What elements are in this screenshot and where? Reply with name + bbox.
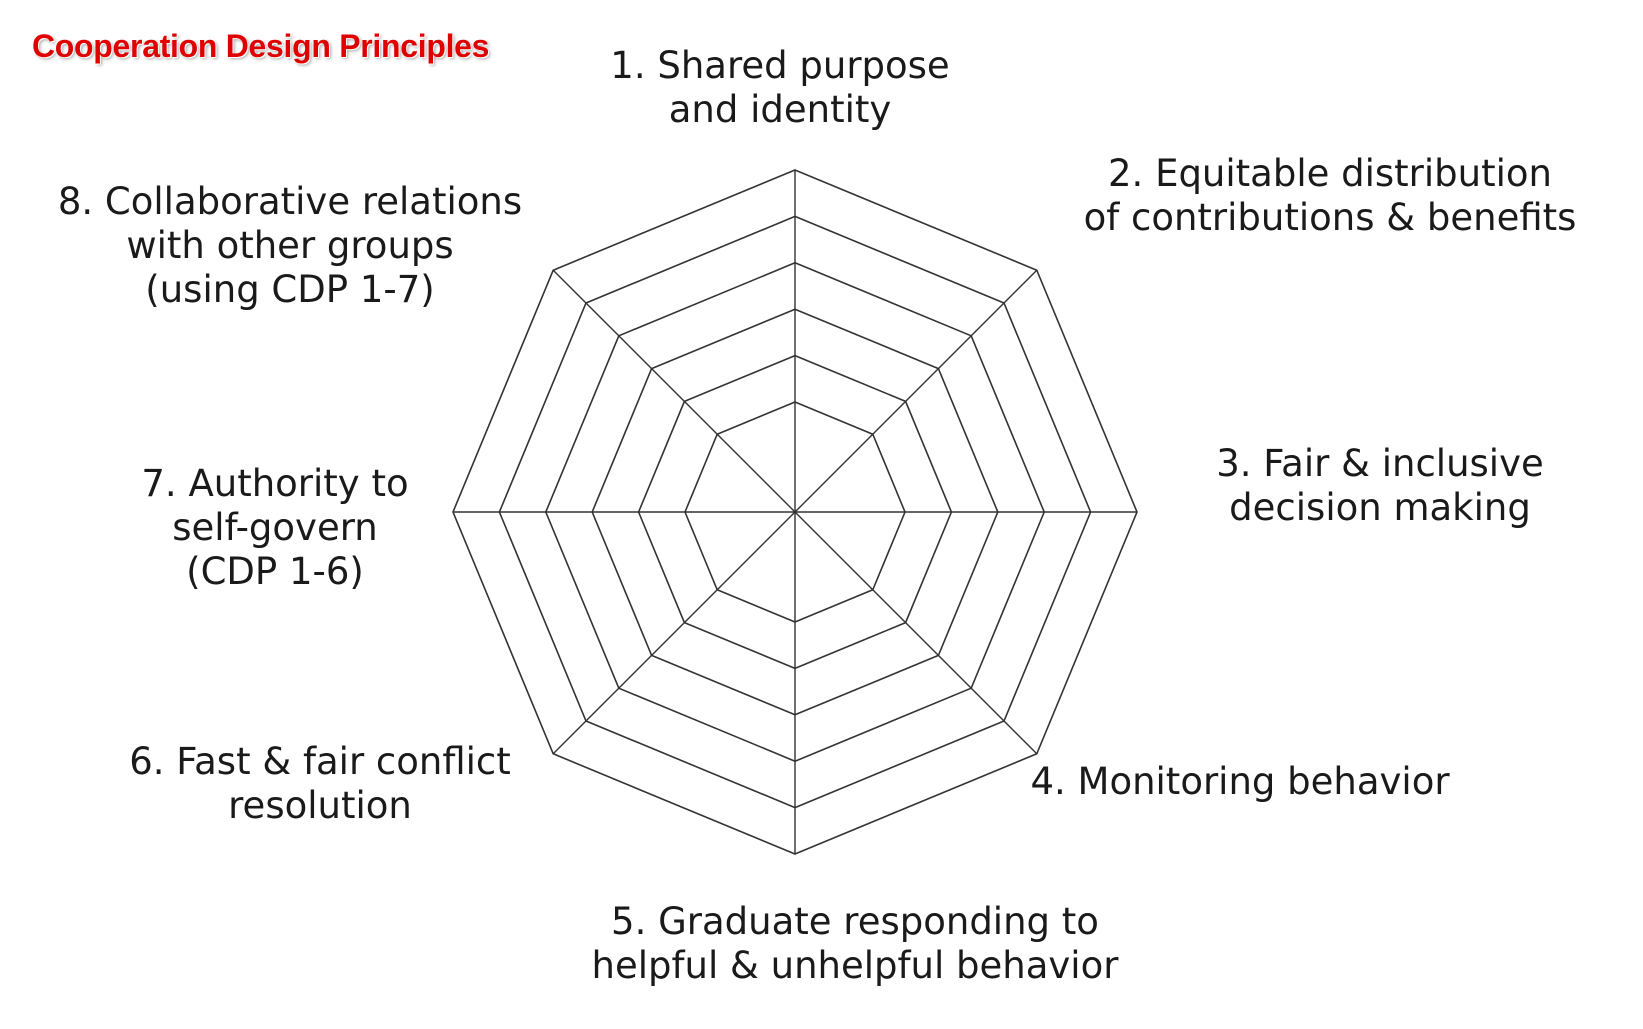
axis-label-8-line-2: with other groups xyxy=(126,224,454,267)
axis-label-4-line-1: 4. Monitoring behavior xyxy=(1030,760,1450,803)
axis-label-7-line-2: self-govern xyxy=(172,506,378,549)
axis-label-2-line-2: of contributions & benefits xyxy=(1083,196,1577,239)
axis-label-3-line-1: 3. Fair & inclusive xyxy=(1216,442,1544,485)
radar-spoke-4 xyxy=(794,511,1038,755)
axis-label-8: 8. Collaborative relations with other gr… xyxy=(30,180,550,312)
axis-label-7: 7. Authority to self-govern (CDP 1-6) xyxy=(125,462,425,594)
radar-spoke-8 xyxy=(552,269,796,513)
axis-label-7-line-1: 7. Authority to xyxy=(141,462,409,505)
axis-label-5-line-1: 5. Graduate responding to xyxy=(611,900,1099,943)
axis-label-2: 2. Equitable distribution of contributio… xyxy=(1060,152,1600,240)
axis-label-5-line-2: helpful & unhelpful behavior xyxy=(591,944,1119,987)
axis-label-2-line-1: 2. Equitable distribution xyxy=(1108,152,1552,195)
axis-label-1-line-1: 1. Shared purpose xyxy=(610,44,950,87)
axis-label-3: 3. Fair & inclusive decision making xyxy=(1180,442,1580,530)
radar-spoke-2 xyxy=(794,269,1038,513)
radar-spoke-6 xyxy=(552,511,796,755)
axis-label-8-line-1: 8. Collaborative relations xyxy=(57,180,523,223)
radar-spokes xyxy=(453,170,1137,854)
axis-label-4: 4. Monitoring behavior xyxy=(1020,760,1460,804)
axis-label-5: 5. Graduate responding to helpful & unhe… xyxy=(575,900,1135,988)
axis-label-6-line-1: 6. Fast & fair conflict xyxy=(129,740,511,783)
axis-label-1: 1. Shared purpose and identity xyxy=(610,44,950,132)
axis-label-7-line-3: (CDP 1-6) xyxy=(186,550,364,593)
axis-label-1-line-2: and identity xyxy=(668,88,892,131)
axis-label-6-line-2: resolution xyxy=(228,784,412,827)
page-title: Cooperation Design Principles xyxy=(32,28,490,64)
axis-label-8-line-3: (using CDP 1-7) xyxy=(145,268,435,311)
axis-label-3-line-2: decision making xyxy=(1229,486,1531,529)
axis-label-6: 6. Fast & fair conflict resolution xyxy=(120,740,520,828)
